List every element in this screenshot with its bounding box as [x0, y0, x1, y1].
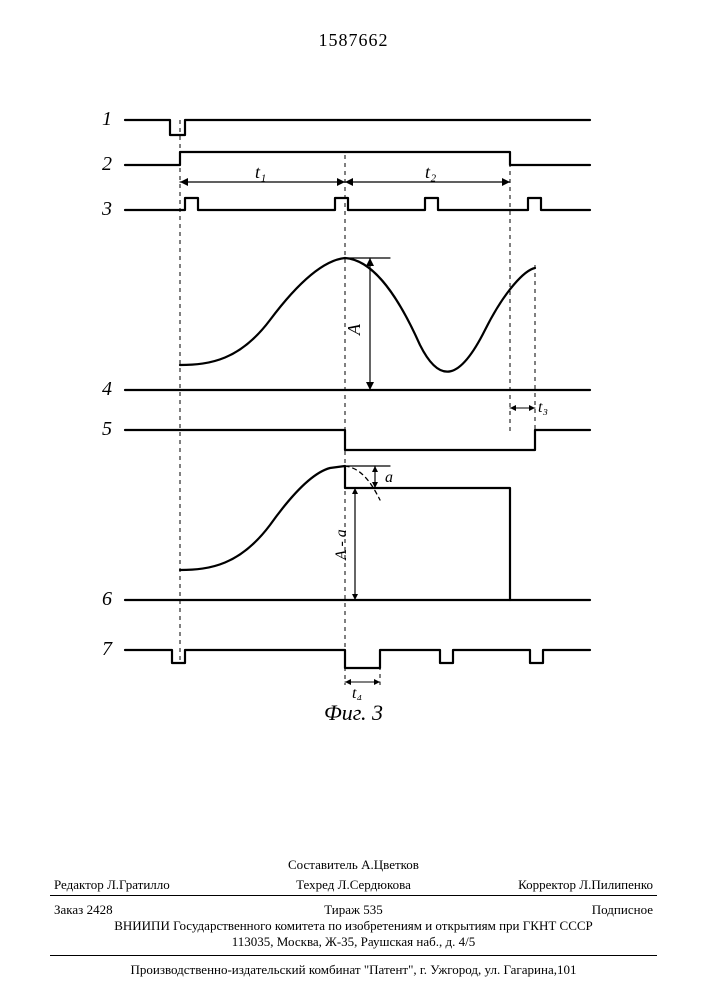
divider-1 — [50, 895, 657, 896]
editor-name: Л.Гратилло — [107, 877, 170, 892]
order-label: Заказ — [54, 902, 83, 917]
label-t2: t₂ — [425, 162, 436, 182]
trace-4-wave — [180, 258, 535, 372]
trace-1 — [125, 120, 590, 135]
tech-editor-name: Л.Сердюкова — [338, 877, 411, 892]
imprint-line-2: 113035, Москва, Ж-35, Раушская наб., д. … — [50, 934, 657, 950]
imprint-line-1: ВНИИПИ Государственного комитета по изоб… — [50, 918, 657, 934]
label-a: a — [385, 469, 393, 486]
tech-editor-label: Техред — [296, 877, 334, 892]
row-label-7: 7 — [102, 638, 113, 660]
timing-diagram: 1 2 3 4 5 6 7 — [90, 90, 600, 700]
row-label-6: 6 — [102, 588, 112, 610]
print-run: 535 — [363, 902, 383, 917]
order-number: 2428 — [87, 902, 113, 917]
row-label-3: 3 — [101, 198, 112, 220]
trace-7 — [125, 650, 590, 668]
label-A-a: A - a — [333, 529, 350, 561]
row-label-5: 5 — [102, 418, 112, 440]
trace-2 — [125, 152, 590, 165]
row-label-2: 2 — [102, 153, 112, 175]
compiler-name: А.Цветков — [361, 857, 419, 872]
trace-3 — [125, 198, 590, 210]
trace-5 — [125, 430, 590, 450]
label-A: A — [344, 323, 364, 336]
compiler-label: Составитель — [288, 857, 358, 872]
corrector-name: Л.Пилипенко — [579, 877, 653, 892]
divider-2 — [50, 955, 657, 956]
row-label-1: 1 — [102, 108, 112, 130]
document-number: 1587662 — [0, 30, 707, 51]
order-line: Заказ 2428 Тираж 535 Подписное — [50, 900, 657, 920]
figure-caption: Фuг. 3 — [0, 700, 707, 726]
label-t3: t₃ — [538, 399, 548, 416]
printer-line: Производственно-издательский комбинат "П… — [50, 962, 657, 978]
label-t1: t₁ — [255, 162, 266, 182]
row-label-4: 4 — [102, 378, 112, 400]
corrector-label: Корректор — [518, 877, 576, 892]
traces: t₁ t₂ A t₃ — [125, 120, 590, 700]
print-run-label: Тираж — [324, 902, 360, 917]
subscription: Подписное — [592, 902, 653, 917]
editor-label: Редактор — [54, 877, 104, 892]
credits-block: Составитель А.Цветков Редактор Л.Гратилл… — [50, 855, 657, 895]
page: 1587662 1 2 3 4 5 6 7 — [0, 0, 707, 1000]
label-t4: t₄ — [352, 685, 362, 700]
